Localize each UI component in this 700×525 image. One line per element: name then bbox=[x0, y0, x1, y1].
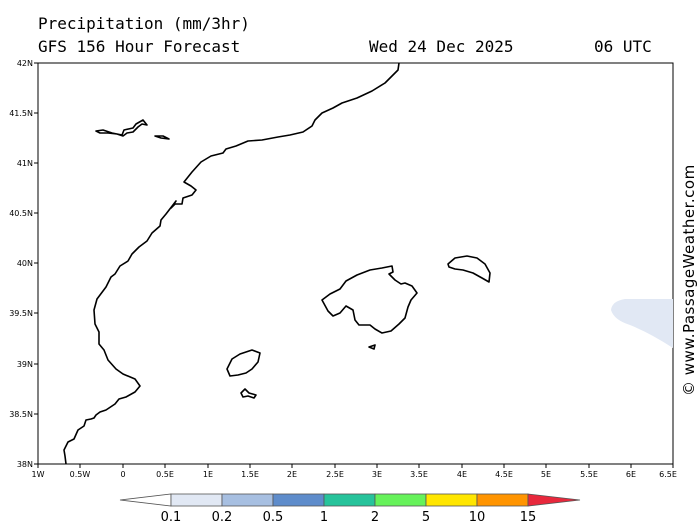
scale-bin bbox=[221, 493, 274, 507]
lat-label: 40N bbox=[17, 259, 33, 268]
lon-label: 1W bbox=[32, 470, 45, 479]
ibiza-coastline bbox=[226, 349, 261, 377]
watermark-text: © www.PassageWeather.com bbox=[680, 164, 698, 396]
lon-label: 3.5E bbox=[410, 470, 428, 479]
lon-label: 0 bbox=[120, 470, 125, 479]
lat-axis: 42N 41.5N 41N 40.5N 40N 39.5N 39N 38.5N … bbox=[9, 59, 38, 469]
lat-label: 38.5N bbox=[9, 410, 33, 419]
lon-axis: 1W 0.5W 0 0.5E 1E 1.5E 2E 2.5E 3E 3.5E 4… bbox=[32, 464, 677, 479]
color-scale-legend bbox=[119, 493, 581, 507]
lat-label: 41N bbox=[17, 159, 33, 168]
forecast-time: 06 UTC bbox=[594, 37, 652, 56]
mainland-coastline bbox=[63, 62, 400, 465]
lon-label: 6.5E bbox=[659, 470, 677, 479]
islet-north-2 bbox=[154, 135, 170, 140]
lat-label: 40.5N bbox=[9, 209, 33, 218]
mallorca-coastline bbox=[321, 265, 418, 334]
menorca-coastline bbox=[447, 255, 491, 283]
scale-label: 15 bbox=[520, 510, 537, 525]
scale-bin bbox=[323, 493, 376, 507]
lon-label: 5E bbox=[541, 470, 551, 479]
lat-label: 39N bbox=[17, 360, 33, 369]
lon-label: 0.5W bbox=[70, 470, 91, 479]
scale-bin bbox=[476, 493, 529, 507]
lon-label: 0.5E bbox=[156, 470, 174, 479]
forecast-date: Wed 24 Dec 2025 bbox=[369, 37, 514, 56]
scale-bin bbox=[374, 493, 427, 507]
lon-label: 3E bbox=[372, 470, 382, 479]
scale-label: 0.5 bbox=[263, 510, 284, 525]
map-frame bbox=[37, 62, 674, 465]
scale-label: 1 bbox=[320, 510, 328, 525]
lon-label: 1.5E bbox=[241, 470, 259, 479]
lon-label: 5.5E bbox=[580, 470, 598, 479]
lat-label: 38N bbox=[17, 460, 33, 469]
scale-bin bbox=[272, 493, 325, 507]
lon-label: 4E bbox=[457, 470, 467, 479]
lat-label: 41.5N bbox=[9, 109, 33, 118]
scale-label: 10 bbox=[469, 510, 486, 525]
lon-label: 4.5E bbox=[495, 470, 513, 479]
lon-label: 1E bbox=[203, 470, 213, 479]
lon-label: 6E bbox=[626, 470, 636, 479]
scale-arrow-low bbox=[119, 493, 172, 507]
scale-label: 5 bbox=[422, 510, 430, 525]
precip-patch bbox=[611, 299, 673, 348]
lon-label: 2.5E bbox=[326, 470, 344, 479]
scale-bin bbox=[425, 493, 478, 507]
cabrera-islet bbox=[368, 344, 376, 350]
lat-label: 39.5N bbox=[9, 309, 33, 318]
islet-north-1 bbox=[95, 119, 148, 137]
scale-bin bbox=[170, 493, 223, 507]
lon-label: 2E bbox=[287, 470, 297, 479]
map-title: Precipitation (mm/3hr) bbox=[38, 14, 250, 33]
scale-label: 2 bbox=[371, 510, 379, 525]
lat-label: 42N bbox=[17, 59, 33, 68]
formentera-coastline bbox=[240, 388, 257, 399]
color-scale-labels: 0.1 0.2 0.5 1 2 5 10 15 bbox=[161, 510, 537, 525]
scale-label: 0.2 bbox=[212, 510, 233, 525]
forecast-subtitle: GFS 156 Hour Forecast bbox=[38, 37, 241, 56]
scale-arrow-high bbox=[527, 493, 581, 507]
scale-label: 0.1 bbox=[161, 510, 182, 525]
